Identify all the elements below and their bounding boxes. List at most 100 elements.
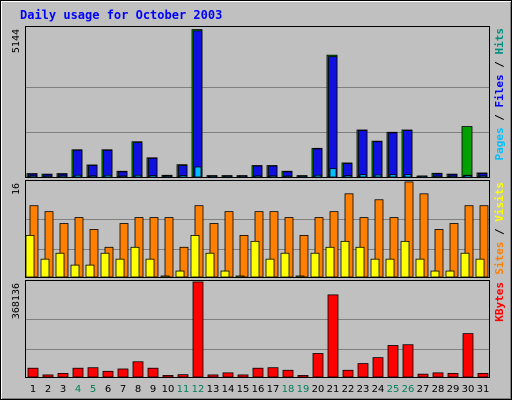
bar-kbytes-kbytes-day-10 — [162, 375, 174, 378]
bar-hits-files-day-8 — [133, 142, 143, 178]
bar-kbytes-kbytes-day-7 — [117, 368, 129, 378]
bar-hits-pages-day-21 — [329, 168, 337, 178]
bar-hits-pages-day-19 — [299, 175, 307, 178]
ymax-label-hits: 5144 — [11, 29, 22, 53]
x-tick-day-25: 25 — [387, 384, 400, 395]
bar-hits-files-day-25 — [388, 132, 398, 178]
bar-visits-sites-day-6 — [100, 252, 110, 278]
bar-visits-sites-day-28 — [430, 270, 440, 278]
legend-pages: Pages — [493, 127, 506, 160]
bar-visits-sites-day-12 — [190, 235, 200, 278]
bar-hits-pages-day-25 — [389, 174, 397, 178]
bar-kbytes-kbytes-day-22 — [342, 369, 354, 378]
x-tick-day-15: 15 — [237, 384, 250, 395]
x-tick-day-3: 3 — [60, 384, 66, 395]
bar-visits-sites-day-24 — [370, 258, 380, 278]
bar-hits-files-day-23 — [358, 130, 368, 178]
legend-separator: / — [493, 108, 506, 128]
bar-hits-pages-day-2 — [44, 175, 52, 178]
bar-visits-visits-day-28 — [434, 229, 444, 278]
bar-hits-hits-day-30 — [461, 126, 473, 178]
x-tick-day-8: 8 — [135, 384, 141, 395]
bar-hits-files-day-5 — [88, 165, 98, 178]
bar-visits-sites-day-20 — [310, 252, 320, 278]
bar-hits-files-day-4 — [73, 149, 83, 178]
legend-sites: Sites — [493, 242, 506, 275]
bar-visits-sites-day-21 — [325, 246, 335, 278]
bar-hits-files-day-26 — [403, 130, 413, 178]
bar-hits-pages-day-31 — [479, 175, 487, 178]
x-tick-day-23: 23 — [357, 384, 370, 395]
bar-hits-pages-day-1 — [29, 175, 37, 178]
bar-hits-pages-day-4 — [74, 174, 82, 178]
bar-kbytes-kbytes-day-11 — [177, 374, 189, 378]
bar-hits-files-day-12 — [193, 30, 203, 178]
bar-hits-pages-day-11 — [179, 175, 187, 178]
bar-hits-files-day-20 — [313, 148, 323, 178]
bar-visits-sites-day-11 — [175, 270, 185, 278]
bar-visits-visits-day-19 — [299, 235, 309, 278]
x-tick-day-10: 10 — [162, 384, 175, 395]
legend-hits: Hits — [493, 28, 506, 55]
bar-visits-visits-day-15 — [239, 235, 249, 278]
bar-visits-sites-day-9 — [145, 258, 155, 278]
bar-kbytes-kbytes-day-5 — [87, 367, 99, 378]
x-tick-day-4: 4 — [75, 384, 81, 395]
bar-visits-sites-day-25 — [385, 258, 395, 278]
bar-visits-sites-day-16 — [250, 240, 260, 278]
x-tick-day-20: 20 — [312, 384, 325, 395]
bar-kbytes-kbytes-day-27 — [417, 373, 429, 378]
x-tick-day-29: 29 — [447, 384, 460, 395]
bar-hits-pages-day-29 — [449, 175, 457, 178]
x-tick-day-27: 27 — [417, 384, 430, 395]
bar-visits-sites-day-14 — [220, 270, 230, 278]
x-tick-day-12: 12 — [192, 384, 205, 395]
bar-visits-sites-day-3 — [55, 252, 65, 278]
bar-kbytes-kbytes-day-28 — [432, 372, 444, 378]
plot-area-kbytes — [25, 280, 490, 378]
x-tick-day-9: 9 — [150, 384, 156, 395]
x-tick-day-6: 6 — [105, 384, 111, 395]
bar-visits-sites-day-26 — [400, 240, 410, 278]
bar-visits-visits-day-14 — [224, 211, 234, 278]
ymax-label-kbytes: 368136 — [11, 283, 22, 319]
bar-kbytes-kbytes-day-14 — [222, 372, 234, 378]
x-tick-day-21: 21 — [327, 384, 340, 395]
bar-visits-sites-day-19 — [295, 275, 305, 278]
x-tick-day-30: 30 — [462, 384, 475, 395]
bar-hits-pages-day-3 — [59, 175, 67, 178]
bar-hits-pages-day-23 — [359, 174, 367, 178]
bar-hits-files-day-17 — [268, 165, 278, 178]
bar-kbytes-kbytes-day-30 — [462, 333, 474, 378]
bar-kbytes-kbytes-day-16 — [252, 367, 264, 378]
bar-kbytes-kbytes-day-1 — [27, 367, 39, 378]
x-tick-day-1: 1 — [30, 384, 36, 395]
bar-hits-pages-day-13 — [209, 175, 217, 178]
bar-visits-sites-day-22 — [340, 240, 350, 278]
bar-visits-sites-day-2 — [40, 258, 50, 278]
x-tick-day-7: 7 — [120, 384, 126, 395]
bar-visits-sites-day-30 — [460, 252, 470, 278]
legend-separator: / — [493, 222, 506, 242]
x-tick-day-26: 26 — [402, 384, 415, 395]
bar-hits-pages-day-16 — [254, 175, 262, 178]
bar-hits-files-day-21 — [328, 56, 338, 178]
ymax-label-visits: 16 — [11, 183, 22, 195]
bar-hits-pages-day-7 — [119, 175, 127, 178]
x-tick-day-17: 17 — [267, 384, 280, 395]
bar-hits-pages-day-28 — [434, 175, 442, 178]
bar-hits-pages-day-18 — [284, 175, 292, 178]
bar-hits-pages-day-20 — [314, 174, 322, 178]
legend-kbytes: KBytes — [493, 282, 506, 322]
bar-hits-pages-day-30 — [464, 175, 472, 178]
bar-visits-sites-day-18 — [280, 252, 290, 278]
bar-visits-visits-day-10 — [164, 217, 174, 278]
bar-kbytes-kbytes-day-3 — [57, 372, 69, 378]
chart-title: Daily usage for October 2003 — [20, 8, 222, 22]
bar-hits-pages-day-12 — [194, 166, 202, 178]
bar-visits-sites-day-29 — [445, 270, 455, 278]
bar-kbytes-kbytes-day-2 — [42, 374, 54, 378]
bar-hits-pages-day-22 — [344, 175, 352, 178]
bar-kbytes-kbytes-day-15 — [237, 374, 249, 378]
panel-kbytes: 368136 KBytes — [11, 280, 506, 378]
